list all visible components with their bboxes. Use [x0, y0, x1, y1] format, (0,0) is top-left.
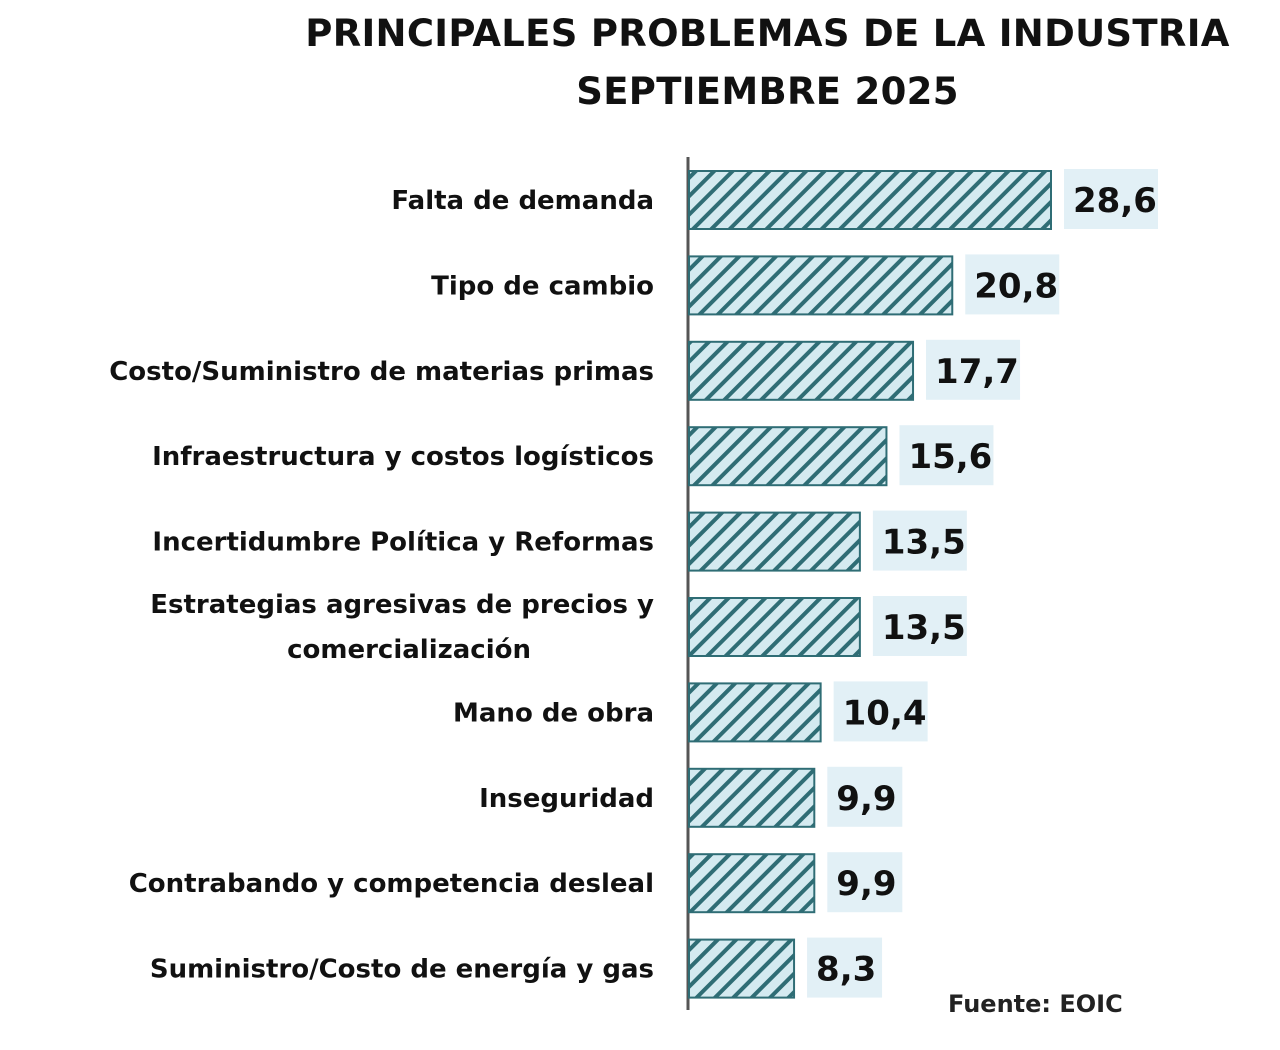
data-label: 17,7	[935, 352, 1019, 392]
category-label: Infraestructura y costos logísticos	[152, 442, 654, 472]
bar	[688, 597, 861, 657]
category-label: Mano de obra	[453, 698, 654, 728]
data-label-bg	[872, 596, 967, 656]
bar	[688, 767, 816, 828]
data-label: 10,4	[843, 693, 927, 733]
category-label: Suministro/Costo de energía y gas	[150, 955, 654, 985]
data-label: 15,6	[908, 437, 992, 477]
data-label: 13,5	[882, 523, 966, 563]
data-label: 28,6	[1073, 181, 1157, 221]
bar	[688, 853, 816, 914]
bar	[688, 340, 915, 401]
data-label: 9,9	[836, 779, 896, 819]
data-label-bg	[872, 510, 967, 571]
bar	[688, 511, 861, 572]
data-label-bg	[926, 339, 1021, 400]
bar	[688, 426, 888, 487]
category-label: Falta de demanda	[391, 186, 654, 216]
bar	[688, 938, 796, 999]
category-label: Inseguridad	[479, 784, 654, 814]
data-label-bg	[827, 766, 903, 827]
chart-title: PRINCIPALES PROBLEMAS DE LA INDUSTRIA	[305, 12, 1230, 55]
data-label-bg	[899, 425, 994, 486]
category-label: Contrabando y competencia desleal	[129, 869, 654, 899]
category-label: Estrategias agresivas de precios y comerc…	[150, 590, 654, 665]
data-label: 20,8	[974, 266, 1058, 306]
data-label-bg	[965, 254, 1060, 315]
category-label: Incertidumbre Política y Reformas	[152, 528, 654, 558]
bar	[688, 682, 822, 743]
data-label: 8,3	[816, 950, 876, 990]
data-label: 13,5	[882, 608, 966, 648]
bar	[688, 170, 1052, 230]
bar	[688, 255, 954, 316]
data-label-bg	[827, 852, 903, 913]
data-label: 9,9	[836, 864, 896, 904]
category-label: Costo/Suministro de materias primas	[109, 357, 654, 387]
chart-subtitle: SEPTIEMBRE 2025	[576, 70, 959, 113]
category-label: Tipo de cambio	[431, 271, 654, 301]
source-note: Fuente: EOIC	[948, 990, 1123, 1018]
data-label-bg	[833, 681, 928, 742]
data-label-bg	[1064, 169, 1158, 229]
data-label-bg	[807, 937, 883, 998]
